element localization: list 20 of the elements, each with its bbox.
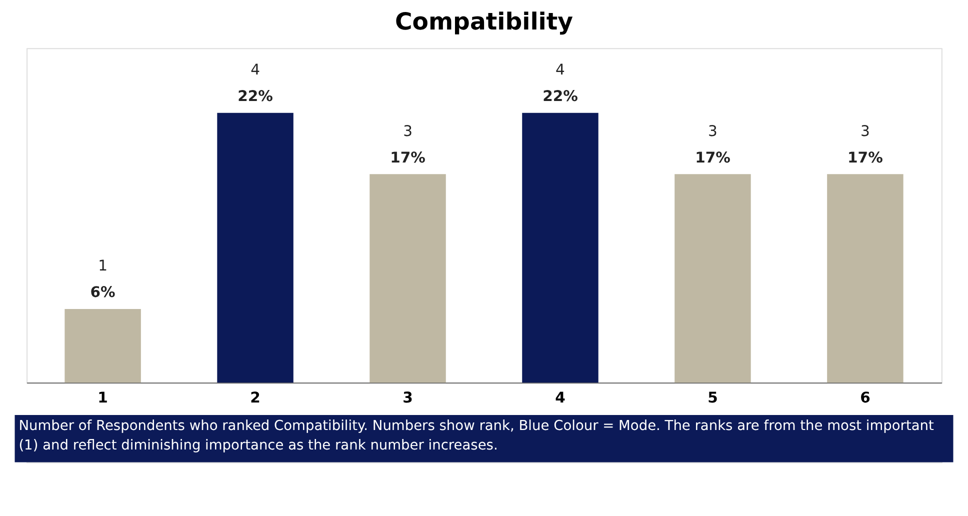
annotation: 1 [98, 258, 108, 275]
x-tick-label: 5 [708, 390, 718, 407]
data-label: 17% [695, 149, 731, 166]
annotation: 3 [708, 122, 718, 140]
annotation: 3 [860, 122, 870, 140]
data-label: 6% [90, 284, 116, 302]
data-label: 17% [848, 149, 884, 166]
data-label: 17% [390, 149, 426, 166]
x-tick-label: 2 [250, 390, 260, 407]
annotation: 3 [403, 122, 412, 140]
chart-title: Compatibility [394, 7, 574, 36]
x-tick-label: 4 [555, 390, 566, 407]
data-label: 22% [542, 88, 578, 106]
annotation: 4 [250, 61, 260, 78]
data-label: 22% [238, 88, 274, 106]
x-tick-label: 3 [402, 390, 413, 407]
x-tick-label: 6 [860, 390, 870, 407]
x-tick-label: 1 [98, 390, 108, 407]
annotation: 4 [556, 61, 565, 78]
text: Number of Respondents who ranked Compatibility. Numbers show rank, Blue Colour = Mode. The ranks are from the most important (1) and reflect diminishing importance as the rank number increases. [18, 418, 935, 454]
